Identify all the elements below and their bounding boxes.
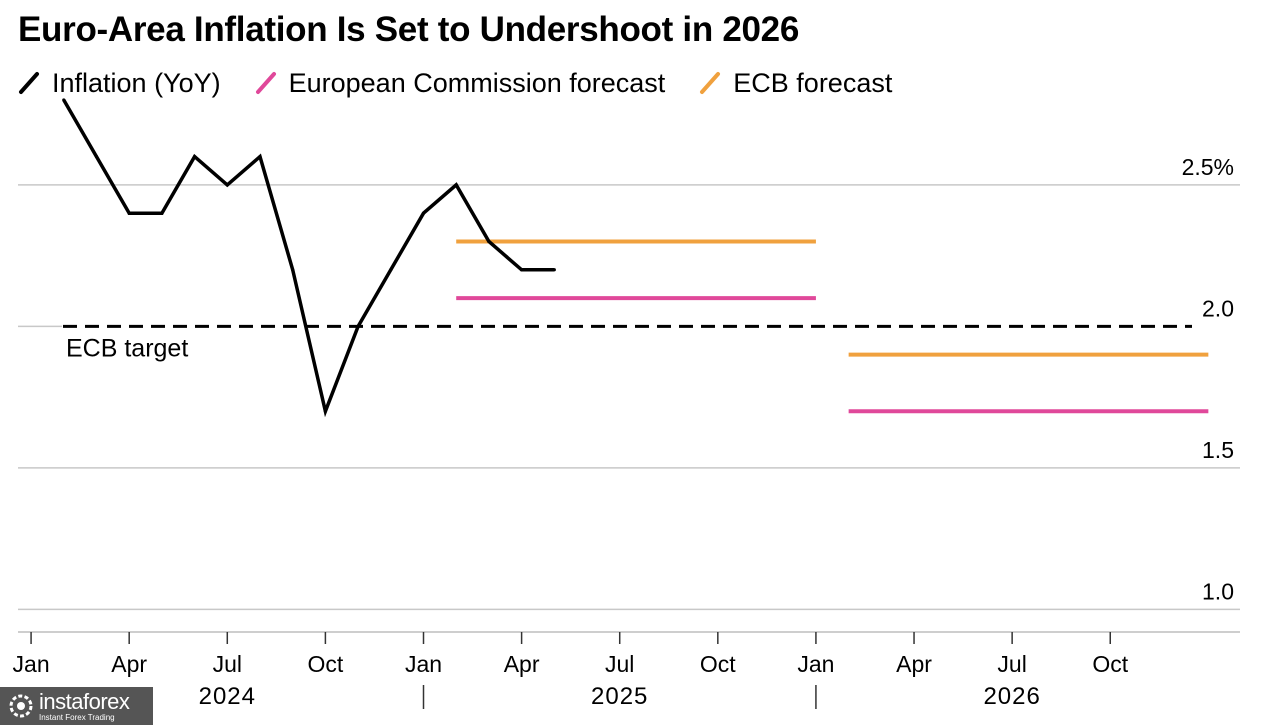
x-tick-label-0: Jan <box>13 651 50 677</box>
x-tick-label-6: Jul <box>605 651 634 677</box>
legend-swatch-inflation <box>19 72 39 94</box>
inflation-point-2 <box>127 211 131 215</box>
inflation-point-15 <box>552 268 556 272</box>
watermark-name: instaforex <box>39 688 130 714</box>
year-label-2: 2026 <box>983 683 1040 710</box>
ecb-target-label: ECB target <box>66 334 188 362</box>
year-label-1: 2025 <box>591 683 648 710</box>
inflation-point-7 <box>291 268 295 272</box>
inflation-point-9 <box>356 324 360 328</box>
legend-label-ecb-forecast: ECB forecast <box>733 67 893 98</box>
x-tick-label-5: Apr <box>504 651 540 677</box>
inflation-point-1 <box>94 154 99 159</box>
x-tick-label-10: Jul <box>997 651 1026 677</box>
inflation-point-4 <box>192 154 197 159</box>
inflation-point-6 <box>258 154 262 159</box>
y-tick-label-2: 1.5 <box>1202 437 1234 463</box>
inflation-point-8 <box>323 409 327 413</box>
year-label-0: 2024 <box>199 683 256 710</box>
legend-swatch-ec-forecast <box>255 72 276 94</box>
inflation-point-13 <box>487 239 491 244</box>
watermark: instaforex Instant Forex Trading <box>0 687 153 725</box>
x-tick-label-1: Apr <box>111 651 147 677</box>
x-tick-label-11: Oct <box>1092 651 1128 677</box>
inflation-point-12 <box>454 183 458 187</box>
inflation-point-0 <box>62 98 66 102</box>
chart-title: Euro-Area Inflation Is Set to Undershoot… <box>18 10 799 49</box>
x-tick-label-8: Jan <box>797 651 834 677</box>
legend-swatch-ecb-forecast <box>700 72 721 94</box>
x-tick-label-4: Jan <box>405 651 442 677</box>
legend-item-inflation: Inflation (YoY) <box>18 68 221 99</box>
inflation-point-5 <box>225 183 229 187</box>
watermark-subtitle: Instant Forex Trading <box>39 712 115 722</box>
instaforex-logo-icon <box>9 694 33 718</box>
inflation-point-10 <box>389 268 393 272</box>
x-tick-label-7: Oct <box>700 651 736 677</box>
y-tick-label-3: 1.0 <box>1202 578 1234 604</box>
legend-item-ec-forecast: European Commission forecast <box>255 67 666 99</box>
x-tick-label-3: Oct <box>308 651 344 677</box>
inflation-point-3 <box>160 211 164 215</box>
legend-label-inflation: Inflation (YoY) <box>52 67 221 98</box>
x-tick-label-2: Jul <box>213 651 242 677</box>
x-tick-label-9: Apr <box>896 651 932 677</box>
legend: Inflation (YoY) European Commission fore… <box>18 66 926 100</box>
y-tick-label-1: 2.0 <box>1202 295 1234 321</box>
inflation-point-11 <box>421 211 426 215</box>
legend-label-ec-forecast: European Commission forecast <box>288 67 666 98</box>
series-line-inflation <box>62 99 555 418</box>
inflation-point-14 <box>520 268 524 272</box>
legend-item-ecb-forecast: ECB forecast <box>699 68 892 99</box>
y-tick-label-0: 2.5% <box>1182 154 1234 180</box>
